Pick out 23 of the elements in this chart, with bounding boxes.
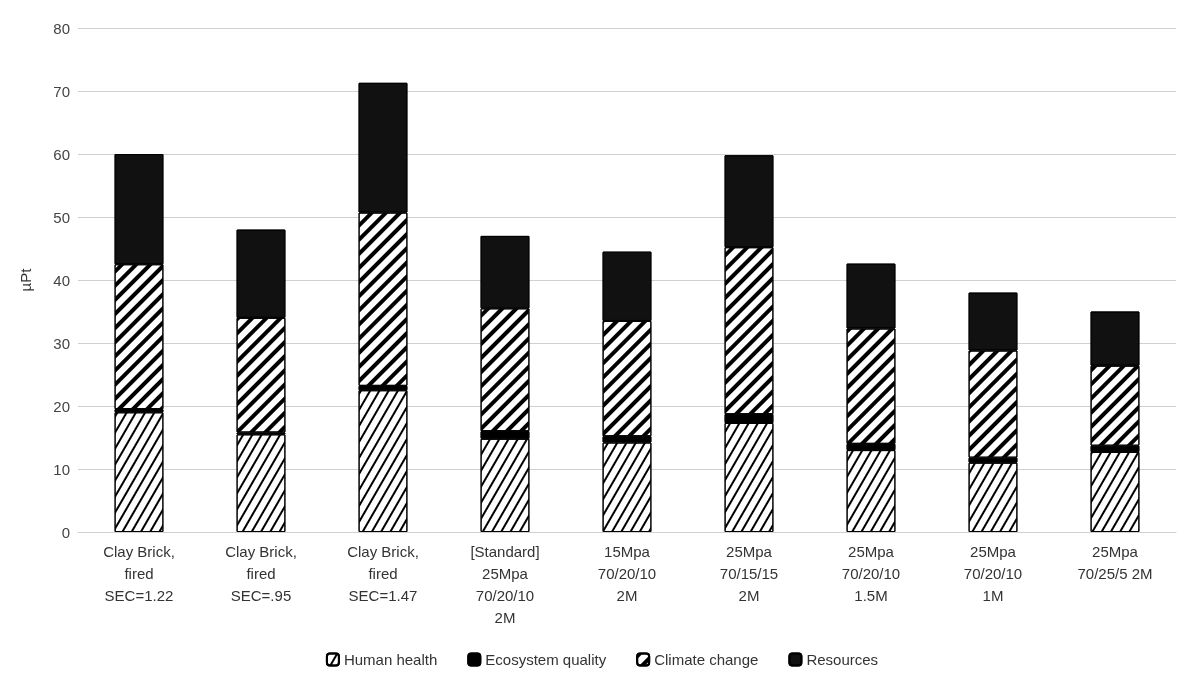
x-tick-label: Clay Brick, fired SEC=1.47 xyxy=(347,542,419,604)
y-tick-label: 50 xyxy=(53,208,70,226)
x-tick-label: 25Mpa 70/20/10 1.5M xyxy=(841,542,901,604)
y-tick-label: 10 xyxy=(53,460,70,478)
legend-label: Resources xyxy=(806,651,879,668)
x-tick-label: Clay Brick, fired SEC=.95 xyxy=(225,542,297,604)
y-tick-label: 0 xyxy=(61,523,70,541)
y-tick-label: 60 xyxy=(53,145,70,163)
x-tick-label: Clay Brick, fired SEC=1.22 xyxy=(103,542,175,604)
x-tick-label: 25Mpa 70/20/10 1M xyxy=(963,542,1023,604)
x-tick-label: [Standard] 25Mpa 70/20/10 2M xyxy=(470,542,540,626)
x-tick-label: 25Mpa 70/25/5 2M xyxy=(1077,542,1153,582)
y-axis-title: µPt xyxy=(17,267,34,292)
y-tick-label: 80 xyxy=(53,19,70,37)
x-tick-label: 25Mpa 70/15/15 2M xyxy=(719,542,779,604)
y-tick-label: 70 xyxy=(53,82,70,100)
y-tick-label: 20 xyxy=(53,397,70,415)
x-tick-label: 15Mpa 70/20/10 2M xyxy=(597,542,657,604)
legend-label: Ecosystem quality xyxy=(485,651,607,668)
legend-label: Climate change xyxy=(654,651,759,668)
y-tick-label: 40 xyxy=(53,271,70,289)
legend-label: Human health xyxy=(343,651,438,668)
y-tick-label: 30 xyxy=(53,334,70,352)
